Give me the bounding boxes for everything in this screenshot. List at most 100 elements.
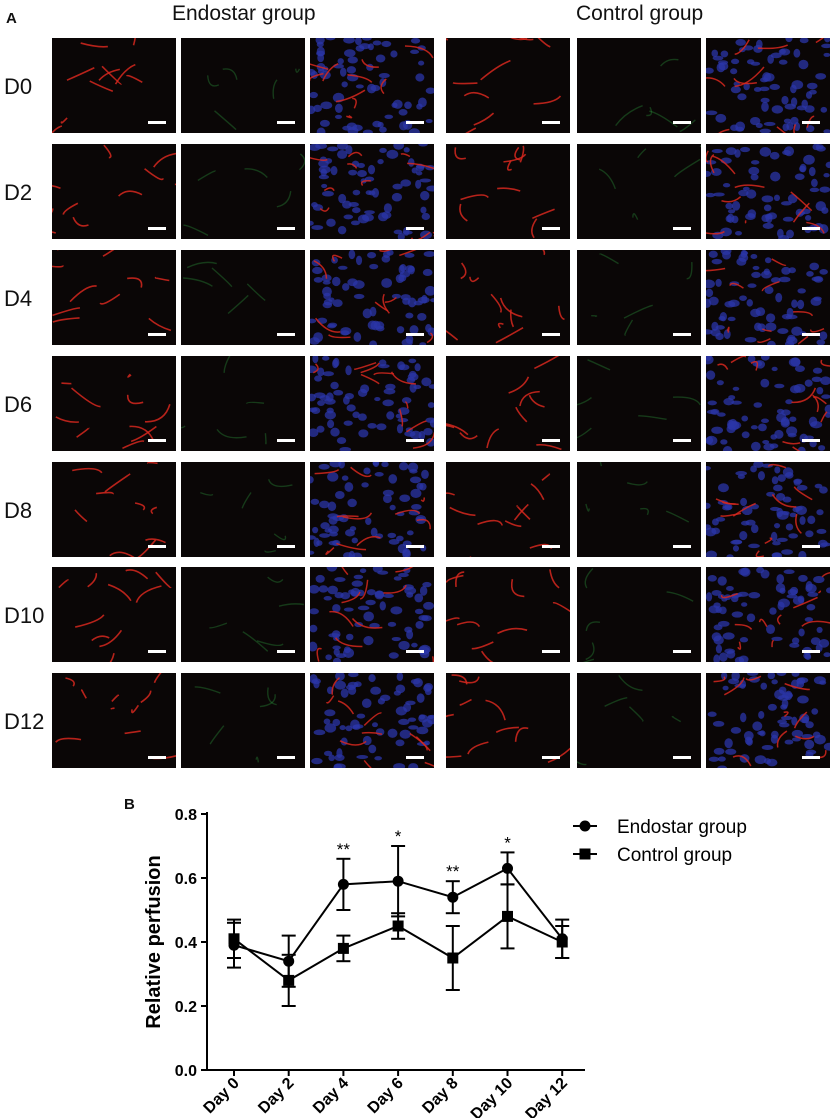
scale-bar (277, 333, 295, 336)
micrograph-merge (310, 567, 434, 662)
scale-bar (673, 227, 691, 230)
scale-bar (406, 545, 424, 548)
micrograph-green (181, 462, 305, 557)
scale-bar (542, 121, 560, 124)
x-tick-label: Day 6 (365, 1075, 407, 1117)
micrograph-red (52, 673, 176, 768)
micrograph-red (446, 250, 570, 345)
y-tick-label: 0.6 (175, 871, 197, 888)
micrograph-red (446, 144, 570, 239)
data-point-circle (337, 878, 349, 890)
scale-bar (542, 756, 560, 759)
micrograph-merge (706, 673, 830, 768)
legend-marker-circle (579, 820, 591, 832)
x-tick-label: Day 0 (201, 1075, 243, 1117)
micrograph-merge (706, 250, 830, 345)
row-label: D2 (4, 180, 33, 205)
scale-bar (406, 756, 424, 759)
micrograph-merge (706, 38, 830, 133)
micrograph-merge (310, 356, 434, 451)
micrograph-green (181, 673, 305, 768)
micrograph-red (446, 356, 570, 451)
row-label: D10 (4, 603, 45, 628)
data-point-circle (392, 875, 404, 887)
scale-bar (406, 650, 424, 653)
scale-bar (673, 545, 691, 548)
micrograph-green (181, 38, 305, 133)
scale-bar (148, 121, 166, 124)
scale-bar (406, 121, 424, 124)
scale-bar (406, 333, 424, 336)
micrograph-merge (706, 356, 830, 451)
scale-bar (277, 439, 295, 442)
data-point-square (283, 974, 295, 986)
micrograph-green (577, 250, 701, 345)
y-tick-label: 0.2 (175, 999, 197, 1016)
scale-bar (148, 756, 166, 759)
scale-bar (542, 333, 560, 336)
scale-bar (673, 439, 691, 442)
significance-mark: * (395, 827, 402, 846)
scale-bar (802, 545, 820, 548)
scale-bar (406, 439, 424, 442)
scale-bar (673, 650, 691, 653)
micrograph-merge (310, 673, 434, 768)
micrograph-merge (706, 567, 830, 662)
scale-bar (802, 756, 820, 759)
scale-bar (802, 227, 820, 230)
scale-bar (802, 333, 820, 336)
micrograph-green (181, 567, 305, 662)
scale-bar (802, 439, 820, 442)
scale-bar (673, 756, 691, 759)
x-tick-label: Day 4 (310, 1075, 352, 1117)
control-group-title: Control group (576, 2, 704, 25)
scale-bar (542, 227, 560, 230)
legend-label: Endostar group (617, 817, 747, 838)
micrograph-merge (310, 38, 434, 133)
micrograph-merge (706, 462, 830, 557)
scale-bar (148, 227, 166, 230)
row-label: D6 (4, 392, 33, 417)
row-label: D8 (4, 498, 33, 523)
scale-bar (673, 333, 691, 336)
micrograph-red (52, 144, 176, 239)
micrograph-green (181, 144, 305, 239)
micrograph-green (577, 567, 701, 662)
significance-mark: ** (337, 840, 351, 859)
scale-bar (542, 650, 560, 653)
scale-bar (542, 545, 560, 548)
x-tick-label: Day 2 (255, 1075, 297, 1117)
micrograph-green (577, 38, 701, 133)
scale-bar (277, 650, 295, 653)
micrograph-red (52, 356, 176, 451)
scale-bar (406, 227, 424, 230)
data-point-square (228, 933, 240, 945)
micrograph-green (577, 356, 701, 451)
x-tick-label: Day 12 (523, 1075, 572, 1118)
micrograph-merge (706, 144, 830, 239)
scale-bar (277, 545, 295, 548)
x-tick-label: Day 10 (468, 1075, 517, 1118)
micrograph-red (52, 567, 176, 662)
micrograph-green (577, 462, 701, 557)
micrograph-green (577, 144, 701, 239)
y-tick-label: 0.4 (175, 935, 197, 952)
scale-bar (148, 439, 166, 442)
micrograph-merge (310, 144, 434, 239)
legend-marker-square (579, 848, 591, 860)
micrograph-red (446, 567, 570, 662)
series-control (227, 883, 570, 1007)
data-point-square (556, 936, 568, 948)
micrograph-green (181, 250, 305, 345)
data-point-circle (447, 891, 459, 903)
endostar-group-title: Endostar group (172, 2, 316, 25)
scale-bar (277, 121, 295, 124)
y-tick-label: 0.0 (175, 1063, 197, 1080)
significance-mark: ** (446, 862, 460, 881)
row-label: D4 (4, 286, 33, 311)
row-label: D12 (4, 709, 45, 734)
micrograph-green (577, 673, 701, 768)
y-axis-label: Relative perfusion (143, 855, 165, 1028)
data-point-circle (502, 862, 513, 874)
panel-a-label: A (6, 10, 17, 27)
